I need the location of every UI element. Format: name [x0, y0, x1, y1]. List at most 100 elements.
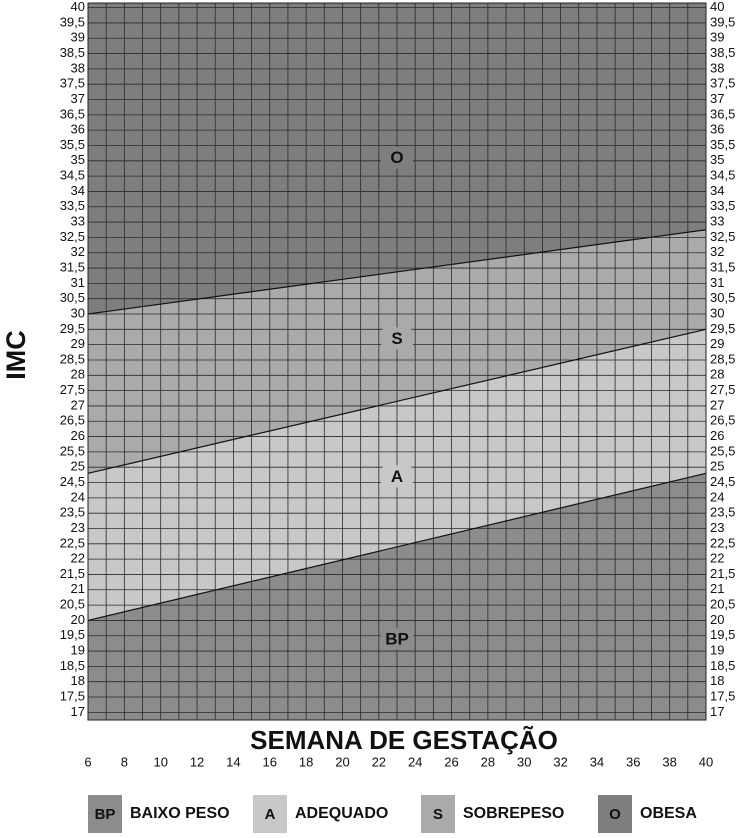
region-label: O: [390, 148, 403, 167]
y-tick-label: 17: [71, 704, 85, 719]
y-tick-label: 33: [71, 214, 85, 229]
x-tick-label: 30: [517, 754, 531, 769]
x-tick-label: 24: [408, 754, 422, 769]
y-tick-label-right: 39: [710, 30, 724, 45]
y-tick-label-right: 27: [710, 397, 724, 412]
y-tick-label-right: 22,5: [710, 535, 735, 550]
y-tick-label-right: 21,5: [710, 566, 735, 581]
y-tick-label: 27,5: [60, 382, 85, 397]
y-tick-label: 35: [71, 152, 85, 167]
y-tick-label: 26,5: [60, 413, 85, 428]
y-axis-label: IMC: [1, 330, 31, 380]
y-tick-label: 32: [71, 244, 85, 259]
y-tick-label: 29,5: [60, 321, 85, 336]
x-tick-label: 10: [153, 754, 167, 769]
x-tick-label: 16: [263, 754, 277, 769]
legend-label: BAIXO PESO: [130, 805, 230, 822]
y-tick-label: 23,5: [60, 505, 85, 520]
boundary-line: [87, 328, 707, 474]
y-tick-label: 20,5: [60, 597, 85, 612]
y-tick-label: 39: [71, 30, 85, 45]
y-tick-label: 40: [71, 0, 85, 14]
y-tick-label-right: 36: [710, 122, 724, 137]
legend-label: OBESA: [640, 805, 697, 822]
region-label-bg: [381, 146, 413, 169]
y-tick-label-right: 37: [710, 91, 724, 106]
y-tick-label: 27: [71, 397, 85, 412]
y-tick-label: 37,5: [60, 76, 85, 91]
y-tick-label: 19: [71, 642, 85, 657]
y-tick-label-right: 26: [710, 428, 724, 443]
y-tick-label: 21: [71, 581, 85, 596]
y-tick-label: 32,5: [60, 229, 85, 244]
y-tick-label-right: 23,5: [710, 505, 735, 520]
y-tick-label-right: 18: [710, 673, 724, 688]
y-tick-label-right: 33,5: [710, 198, 735, 213]
y-tick-label-right: 25,5: [710, 443, 735, 458]
y-tick-label-right: 32: [710, 244, 724, 259]
y-tick-label-right: 30: [710, 305, 724, 320]
legend-label: SOBREPESO: [463, 805, 564, 822]
x-tick-label: 6: [84, 754, 91, 769]
y-tick-label-right: 29,5: [710, 321, 735, 336]
y-tick-label: 31: [71, 275, 85, 290]
y-tick-label: 21,5: [60, 566, 85, 581]
y-tick-label-right: 20: [710, 612, 724, 627]
y-tick-label: 38,5: [60, 45, 85, 60]
legend-abbr: A: [265, 806, 276, 823]
region-label: S: [391, 329, 402, 348]
y-tick-label: 22: [71, 551, 85, 566]
y-tick-label-right: 27,5: [710, 382, 735, 397]
y-tick-label-right: 40: [710, 0, 724, 14]
x-tick-label: 28: [481, 754, 495, 769]
y-tick-label-right: 38,5: [710, 45, 735, 60]
x-tick-label: 40: [699, 754, 713, 769]
boundary-line: [87, 229, 707, 315]
x-tick-label: 38: [662, 754, 676, 769]
y-tick-label-right: 38: [710, 60, 724, 75]
y-tick-label: 20: [71, 612, 85, 627]
x-axis-label: SEMANA DE GESTAÇÃO: [250, 725, 558, 755]
x-tick-label: 20: [335, 754, 349, 769]
legend-swatch: [598, 795, 632, 833]
y-tick-label: 23: [71, 520, 85, 535]
legend-swatch: [88, 795, 122, 833]
y-tick-label-right: 34: [710, 183, 724, 198]
y-tick-label: 34: [71, 183, 85, 198]
region-label-bg: [381, 327, 413, 350]
x-tick-label: 26: [444, 754, 458, 769]
legend-label: ADEQUADO: [295, 805, 388, 822]
y-tick-label: 39,5: [60, 14, 85, 29]
y-tick-label: 17,5: [60, 688, 85, 703]
legend-swatch: [421, 795, 455, 833]
y-tick-label-right: 24,5: [710, 474, 735, 489]
x-tick-label: 12: [190, 754, 204, 769]
y-tick-label-right: 22: [710, 551, 724, 566]
y-tick-label-right: 20,5: [710, 597, 735, 612]
y-tick-label-right: 35: [710, 152, 724, 167]
plot-border: [87, 2, 707, 721]
y-tick-label-right: 26,5: [710, 413, 735, 428]
legend-swatch: [253, 795, 287, 833]
y-tick-label: 25,5: [60, 443, 85, 458]
x-tick-label: 36: [626, 754, 640, 769]
y-tick-label-right: 39,5: [710, 14, 735, 29]
legend-abbr: O: [609, 806, 621, 823]
y-tick-label-right: 24: [710, 489, 724, 504]
y-tick-label: 34,5: [60, 168, 85, 183]
y-tick-label-right: 28: [710, 367, 724, 382]
y-tick-label: 22,5: [60, 535, 85, 550]
y-tick-label-right: 23: [710, 520, 724, 535]
y-tick-label: 36,5: [60, 106, 85, 121]
y-tick-label: 26: [71, 428, 85, 443]
y-tick-label: 28,5: [60, 351, 85, 366]
y-tick-label: 25: [71, 459, 85, 474]
y-tick-label: 24,5: [60, 474, 85, 489]
y-tick-label-right: 31,5: [710, 259, 735, 274]
legend-abbr: BP: [95, 806, 116, 823]
y-tick-label: 30: [71, 305, 85, 320]
x-tick-label: 18: [299, 754, 313, 769]
y-tick-label: 35,5: [60, 137, 85, 152]
y-tick-label-right: 17,5: [710, 688, 735, 703]
